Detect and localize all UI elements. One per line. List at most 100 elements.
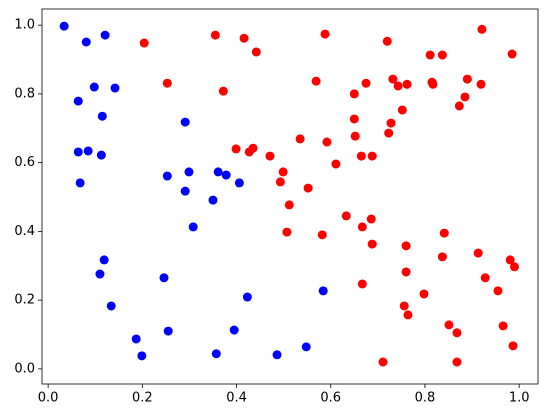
point [278, 167, 288, 177]
point [498, 321, 508, 331]
point [139, 38, 149, 48]
point [357, 279, 367, 289]
point [452, 357, 462, 367]
point [425, 50, 435, 60]
point [208, 195, 218, 205]
point [401, 241, 411, 251]
point [284, 200, 294, 210]
point [248, 143, 258, 153]
y-tick-label: 0.6 [14, 155, 35, 170]
point [378, 357, 388, 367]
point [508, 341, 518, 351]
point [454, 101, 464, 111]
point [350, 131, 360, 141]
point [180, 186, 190, 196]
point [83, 146, 93, 156]
point [96, 150, 106, 160]
point [303, 183, 313, 193]
point [162, 78, 172, 88]
point [382, 36, 392, 46]
point [251, 47, 261, 57]
point [218, 86, 228, 96]
y-tick-label: 0.0 [14, 361, 35, 376]
point [361, 78, 371, 88]
point [403, 310, 413, 320]
point [349, 89, 359, 99]
point [476, 79, 486, 89]
point [388, 74, 398, 84]
point [73, 147, 83, 157]
point [211, 349, 221, 359]
point [509, 262, 519, 272]
point [357, 222, 367, 232]
point [272, 350, 282, 360]
point [437, 50, 447, 60]
point [318, 286, 328, 296]
point [493, 286, 503, 296]
point [231, 144, 241, 154]
point [473, 248, 483, 258]
y-tick-label: 0.8 [14, 86, 35, 101]
point [159, 273, 169, 283]
point [437, 252, 447, 262]
x-tick-label: 0.6 [320, 391, 341, 406]
plot-frame [41, 8, 539, 385]
point [99, 255, 109, 265]
point [59, 21, 69, 31]
point [356, 151, 366, 161]
point [399, 301, 409, 311]
y-tick-label: 1.0 [14, 18, 35, 33]
x-tick-label: 0.4 [226, 391, 247, 406]
point [505, 255, 515, 265]
point [163, 326, 173, 336]
point [221, 170, 231, 180]
point [162, 171, 172, 181]
point [73, 96, 83, 106]
point [367, 239, 377, 249]
point [439, 228, 449, 238]
point [106, 301, 116, 311]
point [402, 79, 412, 89]
point [480, 273, 490, 283]
point [384, 128, 394, 138]
point [428, 79, 438, 89]
point [137, 351, 147, 361]
point [444, 320, 454, 330]
point [393, 81, 403, 91]
x-tick-label: 0.2 [132, 391, 153, 406]
point [331, 159, 341, 169]
point [242, 292, 252, 302]
x-tick-label: 0.0 [38, 391, 59, 406]
point [229, 325, 239, 335]
point [452, 328, 462, 338]
point [275, 177, 285, 187]
point [282, 227, 292, 237]
point [419, 289, 429, 299]
point [213, 167, 223, 177]
point [89, 82, 99, 92]
x-tick-label: 0.8 [415, 391, 436, 406]
point [100, 30, 110, 40]
point [97, 111, 107, 121]
point [110, 83, 120, 93]
point [210, 30, 220, 40]
point [184, 167, 194, 177]
point [95, 269, 105, 279]
point [366, 214, 376, 224]
point [320, 29, 330, 39]
point [322, 137, 332, 147]
point [188, 222, 198, 232]
point [75, 178, 85, 188]
point [317, 230, 327, 240]
point [265, 151, 275, 161]
point [81, 37, 91, 47]
point [301, 342, 311, 352]
y-tick-label: 0.2 [14, 293, 35, 308]
point [460, 92, 470, 102]
point [239, 33, 249, 43]
point [349, 114, 359, 124]
point [401, 267, 411, 277]
point [311, 76, 321, 86]
point [462, 74, 472, 84]
